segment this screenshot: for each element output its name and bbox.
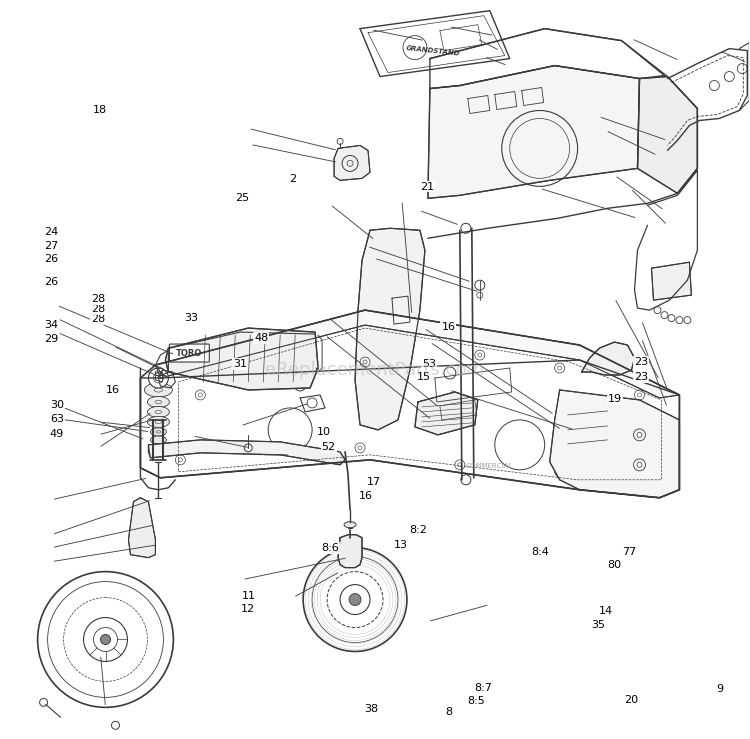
Polygon shape [155,310,680,398]
Text: 21: 21 [420,182,434,191]
Polygon shape [550,390,680,498]
Polygon shape [638,77,698,194]
Text: 34: 34 [44,320,58,330]
Text: 8:2: 8:2 [410,525,428,535]
Text: 52: 52 [322,442,336,452]
Text: 8: 8 [445,707,452,718]
Polygon shape [334,146,370,180]
Text: 23: 23 [634,357,648,367]
Polygon shape [148,440,345,465]
Text: 28: 28 [91,314,105,324]
Text: 8:7: 8:7 [475,683,493,693]
Text: 10: 10 [317,427,331,437]
Polygon shape [166,328,318,390]
Text: 9: 9 [716,684,723,694]
Text: 18: 18 [93,105,107,115]
Text: COMMERCIAL: COMMERCIAL [466,463,514,469]
Text: 31: 31 [233,359,248,370]
Text: 16: 16 [359,491,373,501]
Text: 15: 15 [417,372,430,382]
Circle shape [349,593,361,605]
Ellipse shape [148,406,170,418]
Text: 24: 24 [44,228,58,237]
Ellipse shape [148,416,170,427]
Polygon shape [428,66,640,198]
Polygon shape [415,392,478,435]
Text: 8:6: 8:6 [321,543,339,553]
Text: 20: 20 [624,695,638,705]
Text: 2: 2 [289,174,296,184]
Text: GRANDSTAND: GRANDSTAND [406,45,460,56]
Text: 8:4: 8:4 [531,548,549,557]
Text: 28: 28 [91,293,105,304]
Text: 63: 63 [50,414,64,424]
Text: 77: 77 [622,548,637,557]
Polygon shape [338,535,362,568]
Polygon shape [581,342,634,375]
Text: 12: 12 [241,605,255,614]
Text: 16: 16 [441,321,455,332]
Text: 35: 35 [591,621,605,630]
Ellipse shape [344,522,356,528]
Text: 19: 19 [608,394,622,404]
Text: 27: 27 [44,242,58,251]
Ellipse shape [145,383,172,397]
Text: 80: 80 [608,560,622,570]
Text: 28: 28 [91,304,105,314]
Text: 17: 17 [367,477,380,486]
Text: 49: 49 [50,429,64,439]
Circle shape [100,635,110,644]
Text: 11: 11 [242,591,256,601]
Polygon shape [652,262,692,300]
Text: 33: 33 [184,313,199,323]
Text: 23: 23 [634,372,648,382]
Polygon shape [355,228,425,430]
Ellipse shape [151,428,166,436]
Text: 16: 16 [106,385,120,395]
Text: 38: 38 [364,704,378,714]
FancyBboxPatch shape [170,344,209,362]
Text: 8:5: 8:5 [467,696,485,706]
Text: eReplacementParts.com: eReplacementParts.com [266,361,484,379]
Text: 13: 13 [394,540,408,550]
Polygon shape [128,498,155,558]
Ellipse shape [151,436,166,444]
Text: TORO: TORO [176,349,203,358]
Circle shape [148,368,169,388]
Text: 25: 25 [235,194,249,203]
Text: 53: 53 [422,359,436,370]
Text: 26: 26 [44,254,58,264]
Text: 30: 30 [50,400,64,410]
Text: 26: 26 [44,277,58,287]
Text: 29: 29 [44,333,58,344]
Ellipse shape [148,396,170,407]
Text: 14: 14 [598,607,613,616]
Text: 48: 48 [254,333,268,343]
